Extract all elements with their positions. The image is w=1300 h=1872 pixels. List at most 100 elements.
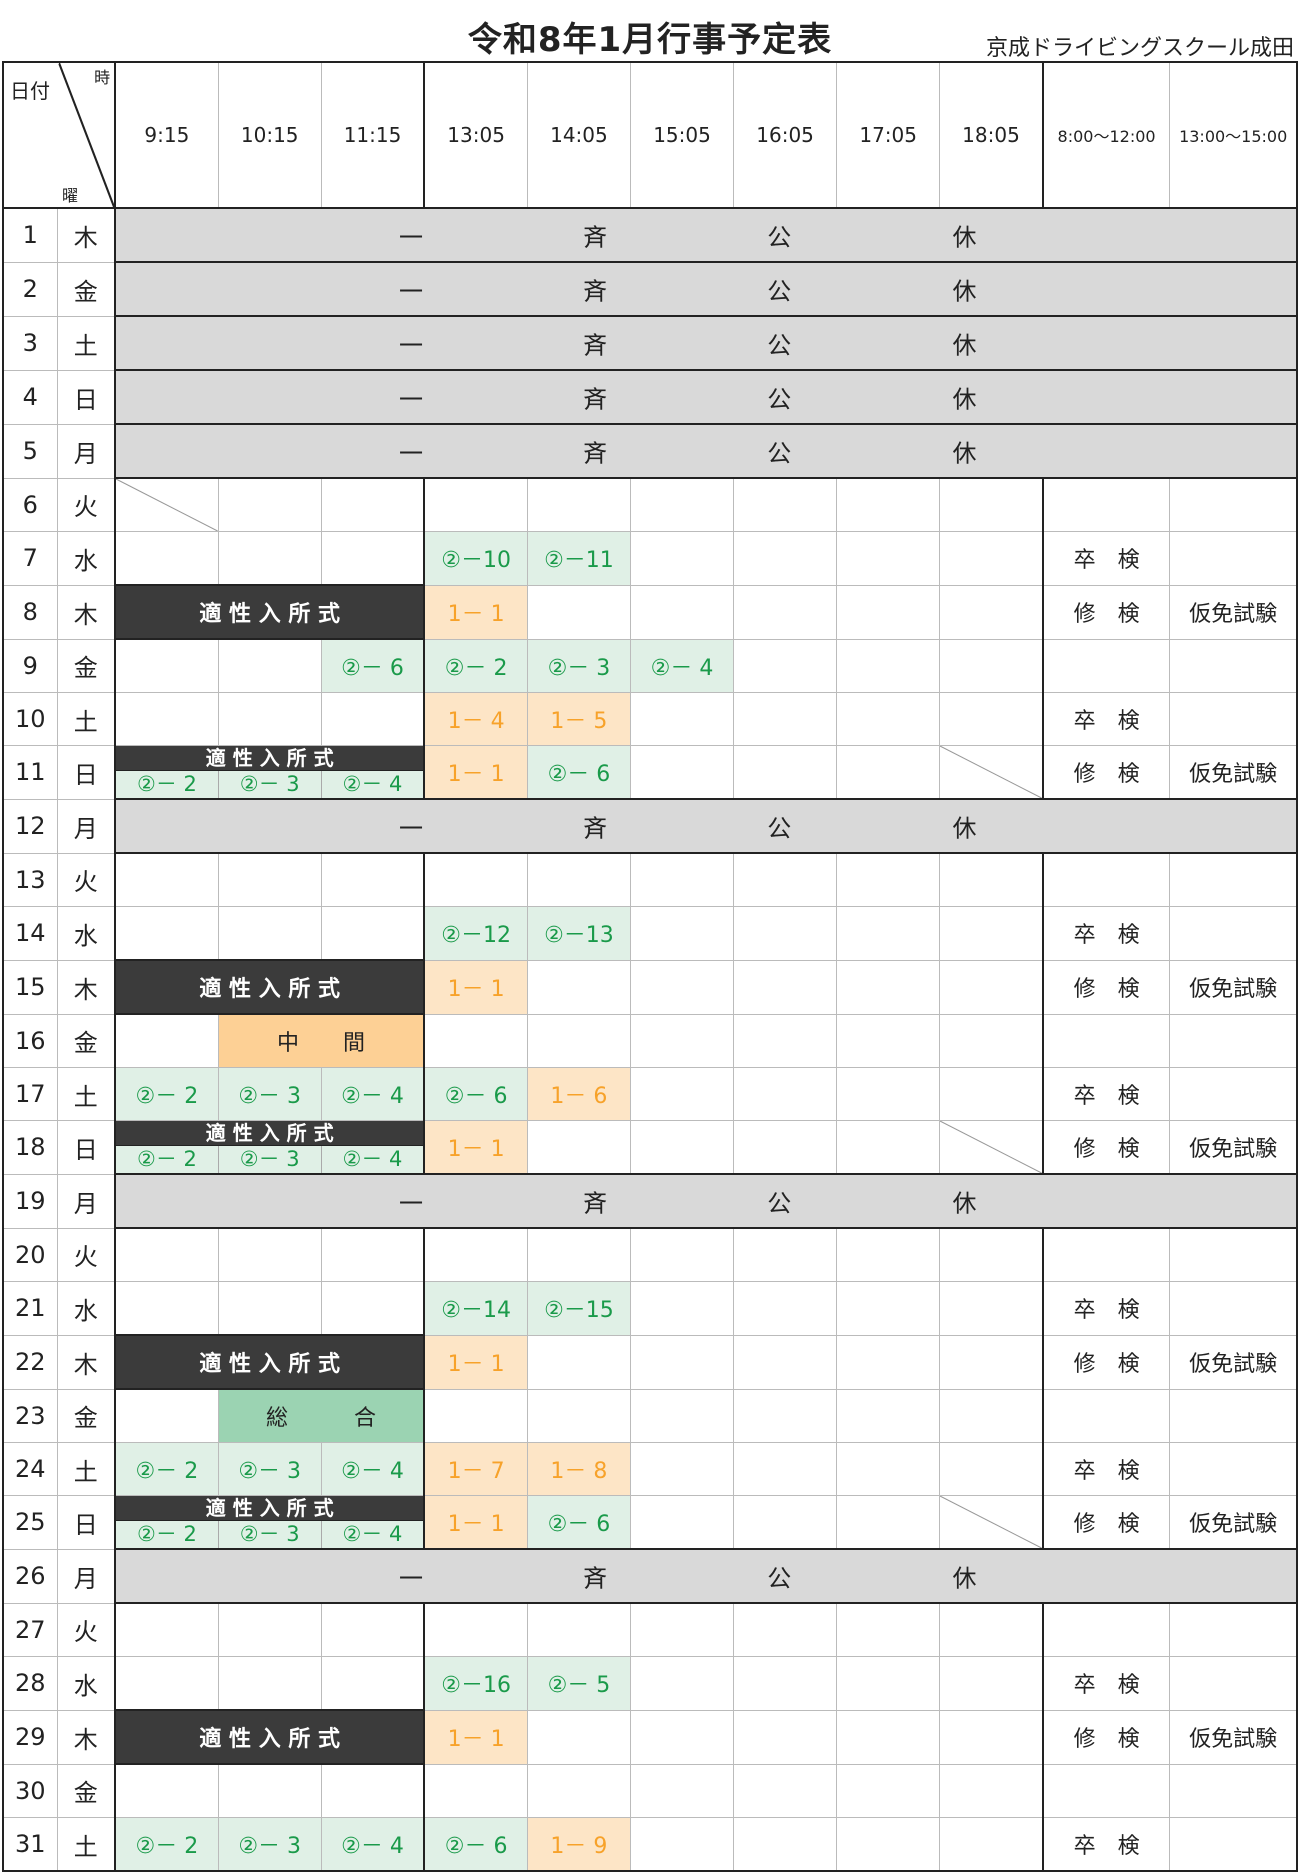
empty-cell (423, 1013, 528, 1068)
split-cell: 適 性 入 所 式 ②－ 2 ②－ 3 ②－ 4 (114, 1120, 425, 1175)
schedule-table: 日付 時 曜 9:15 10:15 11:15 13:05 14:05 15:0… (2, 61, 1298, 1872)
split-cell: 適 性 入 所 式 ②－ 2 ②－ 3 ②－ 4 (114, 745, 425, 800)
lesson-cell: ②－ 4 (629, 638, 735, 693)
weekday-cell: 日 (56, 745, 117, 800)
weekday-cell: 日 (56, 369, 117, 425)
holiday-char: 斉 (583, 814, 608, 843)
page-title: 令和8年1月行事予定表 (467, 20, 833, 60)
empty-cell (733, 1227, 838, 1282)
lesson-cell: ②－12 (423, 906, 528, 961)
holiday-char: 休 (952, 223, 977, 252)
weekday-cell: 火 (56, 1227, 117, 1282)
lesson-cell: ②－ 4 (320, 1067, 425, 1121)
day-row: 10 土 1－ 4 1－ 5 卒 検 (2, 692, 1298, 746)
morning-event-cell: 卒 検 (1041, 531, 1171, 586)
date-cell: 3 (2, 315, 58, 371)
date-cell: 1 (2, 207, 58, 263)
holiday-char: 公 (767, 277, 792, 306)
empty-cell (733, 1013, 838, 1068)
empty-cell (629, 1763, 735, 1818)
morning-event-cell (1041, 1388, 1171, 1443)
afternoon-event-cell (1169, 1763, 1298, 1818)
lesson-cell: ②－ 3 (526, 638, 631, 693)
afternoon-event-cell (1169, 1388, 1298, 1443)
date-cell: 15 (2, 959, 58, 1015)
afternoon-event-cell (1169, 1281, 1298, 1336)
empty-cell (114, 1388, 219, 1443)
holiday-char: 休 (952, 331, 977, 360)
empty-cell (733, 531, 838, 586)
time-header: 11:15 (320, 61, 425, 209)
empty-cell (836, 1709, 941, 1765)
lesson-cell: ②－ 6 (423, 1817, 528, 1872)
empty-cell (320, 1281, 425, 1336)
empty-cell (526, 1013, 631, 1068)
lesson-cell: ②－16 (423, 1656, 528, 1711)
holiday-cell: 一斉公休 (114, 369, 1298, 425)
empty-cell (733, 1120, 838, 1175)
empty-cell (526, 852, 631, 907)
date-cell: 30 (2, 1763, 58, 1818)
empty-cell (733, 692, 838, 746)
empty-cell (733, 745, 838, 800)
lesson-cell: ②－ 3 (217, 1442, 322, 1496)
lesson-cell: ②－ 4 (320, 1442, 425, 1496)
empty-cell (320, 1602, 425, 1657)
corner-dow-label: 曜 (62, 186, 79, 205)
holiday-char: 斉 (583, 439, 608, 468)
day-row: 31 土 ②－ 2 ②－ 3 ②－ 4 ②－ 6 1－ 9 卒 検 (2, 1817, 1298, 1872)
lesson-cell: ②－ 6 (423, 1067, 528, 1121)
empty-cell (114, 531, 219, 586)
empty-cell (733, 584, 838, 640)
corner-date-label: 日付 (10, 79, 50, 103)
date-cell: 7 (2, 531, 58, 586)
date-cell: 22 (2, 1334, 58, 1390)
empty-cell (939, 1334, 1044, 1390)
lesson-cell: ②－ 2 (114, 1067, 219, 1121)
holiday-cell: 一斉公休 (114, 1548, 1298, 1604)
empty-cell (217, 477, 322, 532)
holiday-char: 公 (767, 814, 792, 843)
empty-cell (114, 477, 219, 532)
empty-cell (114, 692, 219, 746)
empty-cell (836, 477, 941, 532)
empty-cell (836, 1602, 941, 1657)
header-row: 日付 時 曜 9:15 10:15 11:15 13:05 14:05 15:0… (2, 61, 1298, 209)
date-cell: 27 (2, 1602, 58, 1657)
holiday-char: 一 (399, 1564, 424, 1593)
morning-event-cell: 修 検 (1041, 959, 1171, 1015)
empty-cell (629, 1120, 735, 1175)
weekday-cell: 水 (56, 531, 117, 586)
lesson-cell: 1－ 1 (423, 1495, 528, 1550)
lesson-cell: ②－ 2 (116, 1521, 219, 1548)
morning-event-cell (1041, 852, 1171, 907)
empty-cell (836, 1817, 941, 1872)
lesson-group: ②－ 2 ②－ 3 ②－ 4 (116, 771, 424, 798)
empty-cell (114, 1602, 219, 1657)
empty-cell (836, 745, 941, 800)
empty-cell (939, 1120, 1044, 1175)
morning-event-cell: 卒 検 (1041, 1067, 1171, 1121)
corner-cell: 日付 時 曜 (2, 61, 117, 209)
afternoon-event-cell: 仮免試験 (1169, 959, 1298, 1015)
empty-cell (320, 1763, 425, 1818)
afternoon-event-cell (1169, 852, 1298, 907)
lesson-cell: ②－11 (526, 531, 631, 586)
weekday-cell: 月 (56, 423, 117, 479)
empty-cell (320, 531, 425, 586)
empty-cell (423, 1763, 528, 1818)
empty-cell (939, 1281, 1044, 1336)
date-cell: 9 (2, 638, 58, 693)
empty-cell (939, 1709, 1044, 1765)
empty-cell (836, 1763, 941, 1818)
holiday-char: 一 (399, 385, 424, 414)
weekday-cell: 水 (56, 1656, 117, 1711)
empty-cell (217, 852, 322, 907)
lesson-cell: ②－ 6 (320, 638, 425, 693)
aptitude-ceremony-cell: 適 性 入 所 式 (114, 1334, 426, 1390)
lesson-cell: ②－ 2 (423, 638, 528, 693)
empty-cell (939, 1013, 1044, 1068)
diagonal-slash (940, 1496, 1042, 1548)
